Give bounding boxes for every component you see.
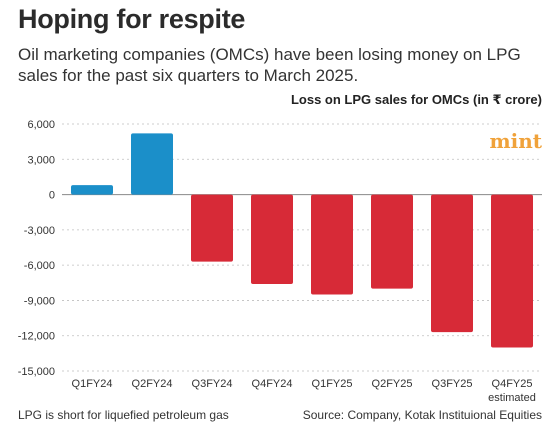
- y-tick-label: 3,000: [27, 154, 55, 166]
- x-category-label: Q2FY24: [132, 378, 173, 390]
- x-category-label: Q4FY24: [252, 378, 293, 390]
- chart-title: Hoping for respite: [18, 4, 246, 34]
- x-category-label: Q4FY25: [492, 378, 533, 390]
- source-note: Source: Company, Kotak Instituional Equi…: [302, 408, 542, 422]
- footnote: LPG is short for liquefied petroleum gas: [18, 408, 229, 422]
- y-tick-label: -6,000: [24, 260, 55, 272]
- x-category-label: Q3FY24: [192, 378, 233, 390]
- bar-q2fy25: [371, 194, 413, 289]
- bar-q2fy24: [131, 133, 173, 195]
- y-tick-label: -12,000: [18, 331, 55, 343]
- y-tick-label: 6,000: [27, 119, 55, 131]
- bar-q4fy24: [251, 194, 293, 284]
- bar-q3fy24: [191, 194, 233, 262]
- x-category-label: Q1FY24: [72, 378, 113, 390]
- y-tick-label: 0: [49, 190, 55, 202]
- mint-logo: mint: [489, 129, 542, 153]
- y-axis-label: Loss on LPG sales for OMCs (in ₹ crore): [291, 92, 542, 107]
- bars: [71, 133, 533, 348]
- x-category-label: Q2FY25: [372, 378, 413, 390]
- x-category-sublabel: estimated: [488, 392, 536, 404]
- y-tick-label: -3,000: [24, 225, 55, 237]
- chart-subtitle: Oil marketing companies (OMCs) have been…: [18, 45, 521, 85]
- bar-q1fy24: [71, 185, 113, 195]
- x-category-label: Q1FY25: [312, 378, 353, 390]
- bar-q4fy25: [491, 194, 533, 348]
- x-category-label: Q3FY25: [432, 378, 473, 390]
- y-ticks: 6,000 3,000 0 -3,000 -6,000 -9,000 -12,000 -15,…: [18, 119, 55, 378]
- y-tick-label: -9,000: [24, 295, 55, 307]
- bar-q1fy25: [311, 194, 353, 295]
- x-categories: Q1FY24 Q2FY24 Q3FY24 Q4FY24 Q1FY25 Q2FY25 Q3FY…: [72, 378, 536, 404]
- bar-q3fy25: [431, 194, 473, 333]
- y-tick-label: -15,000: [18, 366, 55, 378]
